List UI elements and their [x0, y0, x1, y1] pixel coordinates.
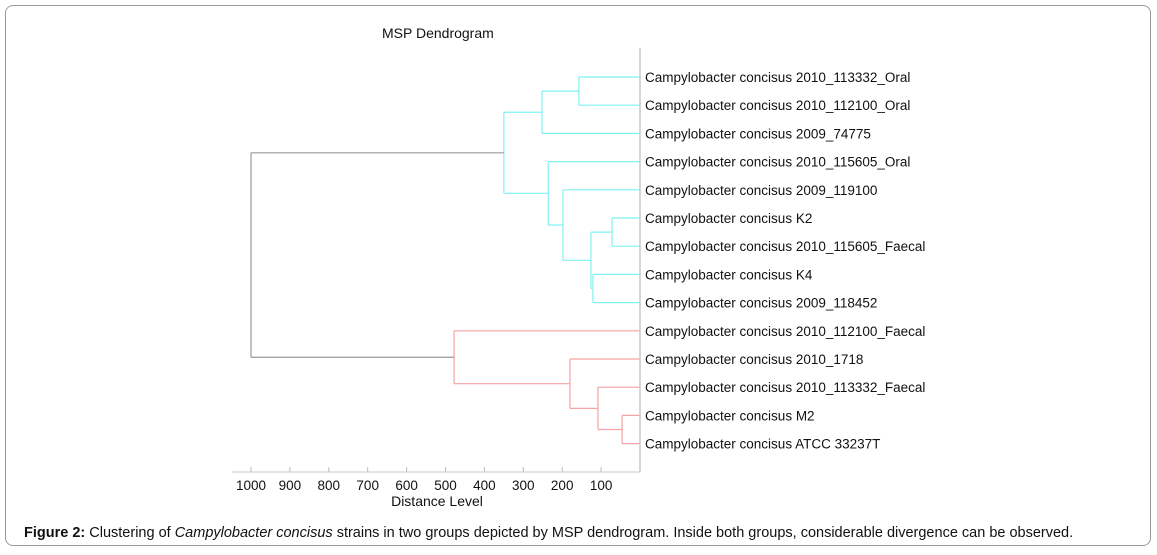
x-tick-label: 200 — [551, 478, 574, 493]
caption-species: Campylobacter concisus — [174, 525, 333, 541]
leaf-label: Campylobacter concisus 2009_118452 — [645, 296, 877, 311]
x-tick-label: 400 — [473, 478, 496, 493]
caption-text-1: Clustering of — [85, 525, 175, 541]
x-tick-label: 300 — [512, 478, 535, 493]
leaf-label: Campylobacter concisus K4 — [645, 267, 813, 282]
chart-title: MSP Dendrogram — [382, 25, 494, 41]
x-tick-label: 700 — [356, 478, 379, 493]
figure-frame — [5, 5, 1151, 546]
x-tick-label: 500 — [434, 478, 457, 493]
leaf-label: Campylobacter concisus 2009_74775 — [645, 126, 871, 141]
leaf-label: Campylobacter concisus 2010_113332_Faeca… — [645, 380, 925, 395]
x-tick-label: 600 — [395, 478, 418, 493]
x-axis-label: Distance Level — [391, 493, 483, 509]
leaf-label: Campylobacter concisus 2010_112100_Oral — [645, 98, 910, 113]
leaf-label: Campylobacter concisus 2010_115605_Oral — [645, 155, 910, 170]
x-tick-label: 800 — [318, 478, 341, 493]
leaf-label: Campylobacter concisus M2 — [645, 408, 815, 423]
leaf-label: Campylobacter concisus ATCC 33237T — [645, 437, 880, 452]
caption-text-2: strains in two groups depicted by MSP de… — [332, 525, 1074, 541]
leaf-label: Campylobacter concisus 2010_115605_Faeca… — [645, 239, 925, 254]
x-tick-label: 100 — [590, 478, 613, 493]
leaf-label: Campylobacter concisus 2009_119100 — [645, 183, 877, 198]
x-tick-label: 900 — [279, 478, 302, 493]
figure-caption: Figure 2: Clustering of Campylobacter co… — [24, 525, 1073, 541]
leaf-label: Campylobacter concisus 2010_112100_Faeca… — [645, 324, 925, 339]
leaf-label: Campylobacter concisus K2 — [645, 211, 812, 226]
leaf-label: Campylobacter concisus 2010_113332_Oral — [645, 70, 910, 85]
caption-label: Figure 2: — [24, 525, 86, 541]
x-tick-label: 1000 — [236, 478, 266, 493]
leaf-label: Campylobacter concisus 2010_1718 — [645, 352, 863, 367]
